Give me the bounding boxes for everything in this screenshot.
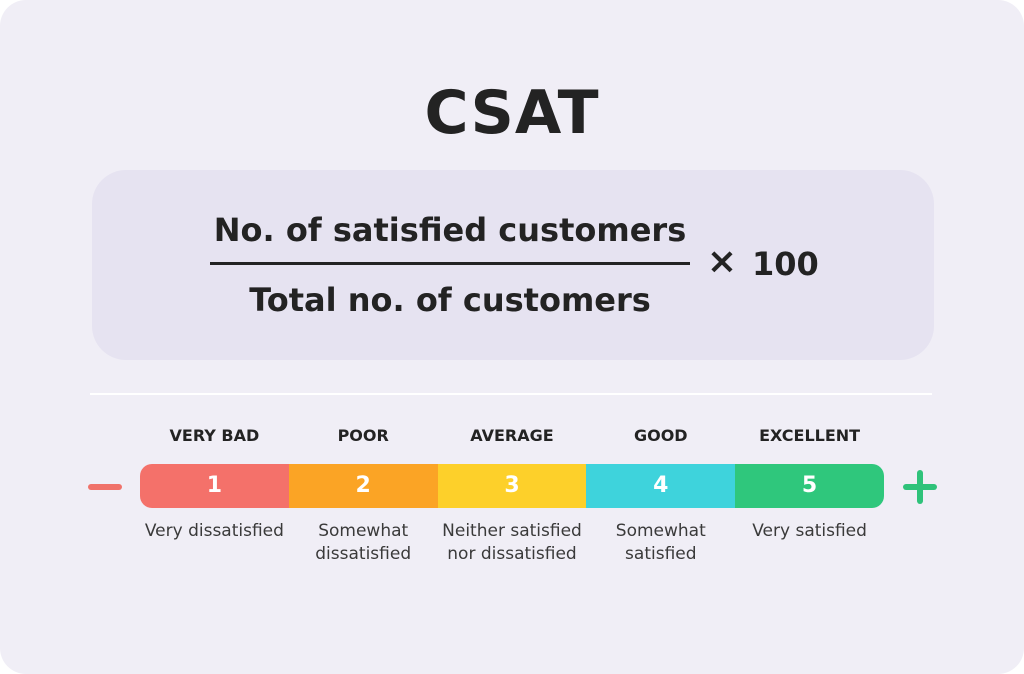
rating-item-poor: POOR 2 Somewhat dissatisfied [288,424,438,584]
rating-label: GOOD [633,426,688,445]
rating-label: POOR [337,426,389,445]
rating-description: Somewhat satisfied [615,521,706,564]
rating-item-good: GOOD 4 Somewhat satisfied [586,424,736,584]
rating-label: AVERAGE [470,426,554,445]
rating-item-excellent: EXCELLENT 5 Very satisfied [735,424,884,584]
rating-description: Very dissatisfied [144,521,284,541]
formula-multiplier: 100 [752,245,819,283]
rating-segment: 1 [140,464,289,508]
plus-icon-vertical [917,470,923,504]
formula-numerator: No. of satisfied customers [213,211,687,249]
formula-fraction: No. of satisfied customers Total no. of … [210,170,690,360]
rating-segment: 5 [735,464,884,508]
fraction-bar [210,262,690,265]
formula-denominator: Total no. of customers [249,281,651,319]
rating-label: VERY BAD [169,426,260,445]
rating-segment: 2 [288,464,438,508]
divider [90,393,932,395]
rating-item-average: AVERAGE 3 Neither satisfied nor dissatis… [437,424,587,584]
rating-description: Very satisfied [752,521,867,541]
rating-item-very-bad: VERY BAD 1 Very dissatisfied [140,424,289,584]
rating-segment: 4 [586,464,736,508]
rating-scale: VERY BAD 1 Very dissatisfied POOR 2 Some… [140,424,884,584]
multiply-sign: × [706,241,738,282]
plus-icon [903,470,937,504]
rating-segment: 3 [437,464,587,508]
minus-icon [88,484,122,490]
rating-description: Somewhat dissatisfied [315,521,412,564]
rating-label: EXCELLENT [759,426,861,445]
page-title: CSAT [424,78,600,148]
formula-box: No. of satisfied customers Total no. of … [92,170,934,360]
rating-description: Neither satisfied nor dissatisfied [442,521,582,564]
